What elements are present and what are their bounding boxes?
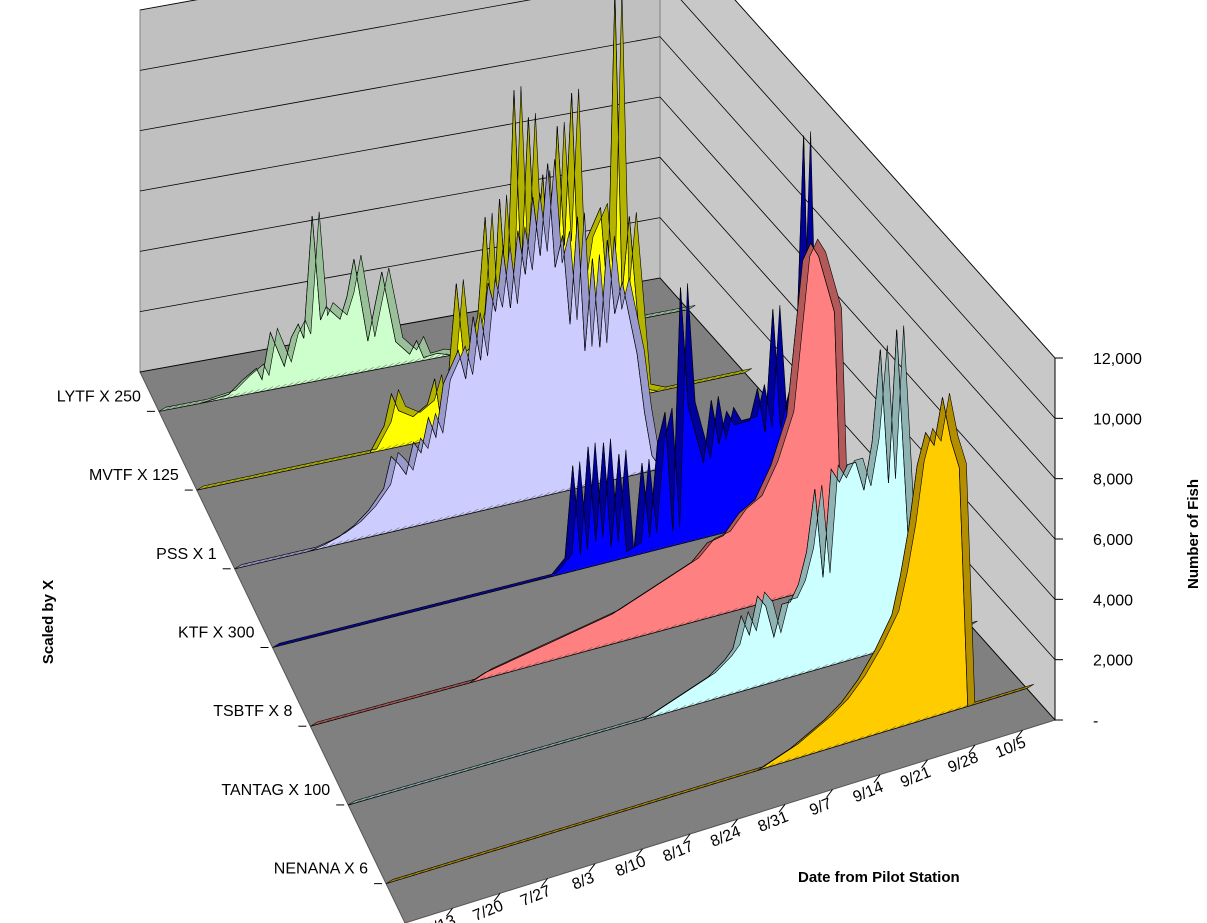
x-tick (921, 759, 928, 769)
series-ktf (272, 131, 865, 648)
series-label: TSBTF X 8 (213, 703, 292, 720)
y-axis: - 2,000 4,000 6,000 8,000 10,000 12,000 (1054, 351, 1142, 730)
x-tick-label: 8/3 (570, 869, 597, 893)
x-tick (968, 744, 976, 754)
y-tick-label: 2,000 (1093, 653, 1133, 670)
x-tick-label: 8/17 (661, 838, 696, 865)
series-label: LYTF X 250 (57, 388, 141, 405)
x-tick (493, 893, 501, 902)
x-tick-label: 8/24 (708, 823, 743, 850)
x-tick (778, 804, 786, 813)
y-axis-title: Number of Fish (1185, 479, 1202, 589)
series-hatch (385, 683, 1034, 884)
series-nenana (385, 393, 1034, 885)
gridline (139, 36, 1056, 479)
x-tick (588, 863, 596, 872)
gridline (139, 96, 1056, 540)
x-tick-label: 9/28 (946, 749, 981, 776)
x-tick (636, 848, 643, 858)
series-label: NENANA X 6 (274, 861, 368, 878)
chart-series (158, 0, 1034, 885)
x-tick-label: 8/10 (613, 853, 648, 880)
z-axis-labels: LYTF X 250 MVTF X 125 PSS X 1 KTF X 300 TSBT… (57, 388, 383, 885)
series-tantag (348, 325, 978, 806)
x-axis-title: Date from Pilot Station (798, 869, 960, 886)
series-label: KTF X 300 (178, 625, 255, 642)
x-tick-label: 9/14 (851, 779, 886, 806)
series-label: MVTF X 125 (89, 467, 179, 484)
x-tick-label: 7/13 (423, 912, 458, 923)
series-label: TANTAG X 100 (221, 782, 330, 799)
x-tick-label: 10/5 (993, 734, 1028, 761)
x-tick-label: 9/21 (898, 764, 933, 791)
x-tick (541, 878, 548, 887)
x-tick (731, 818, 738, 828)
gridline (139, 0, 1056, 419)
x-tick (873, 774, 881, 783)
x-tick-label: 7/27 (518, 883, 553, 910)
y-tick-label: 6,000 (1093, 532, 1133, 549)
series-label: PSS X 1 (156, 546, 217, 563)
gridline (139, 0, 1056, 359)
x-tick-label: 9/7 (807, 795, 834, 819)
y-tick-label: 10,000 (1093, 411, 1142, 428)
y-tick-label: - (1093, 713, 1098, 730)
x-tick (826, 789, 833, 798)
x-tick (446, 907, 453, 917)
x-tick-label: 8/31 (756, 808, 791, 835)
x-tick (1016, 729, 1023, 739)
y-tick-label: 12,000 (1093, 351, 1142, 368)
y-tick-label: 8,000 (1093, 472, 1133, 489)
x-tick (683, 833, 691, 843)
z-axis-title: Scaled by X (40, 580, 57, 664)
y-tick-label: 4,000 (1093, 592, 1133, 609)
